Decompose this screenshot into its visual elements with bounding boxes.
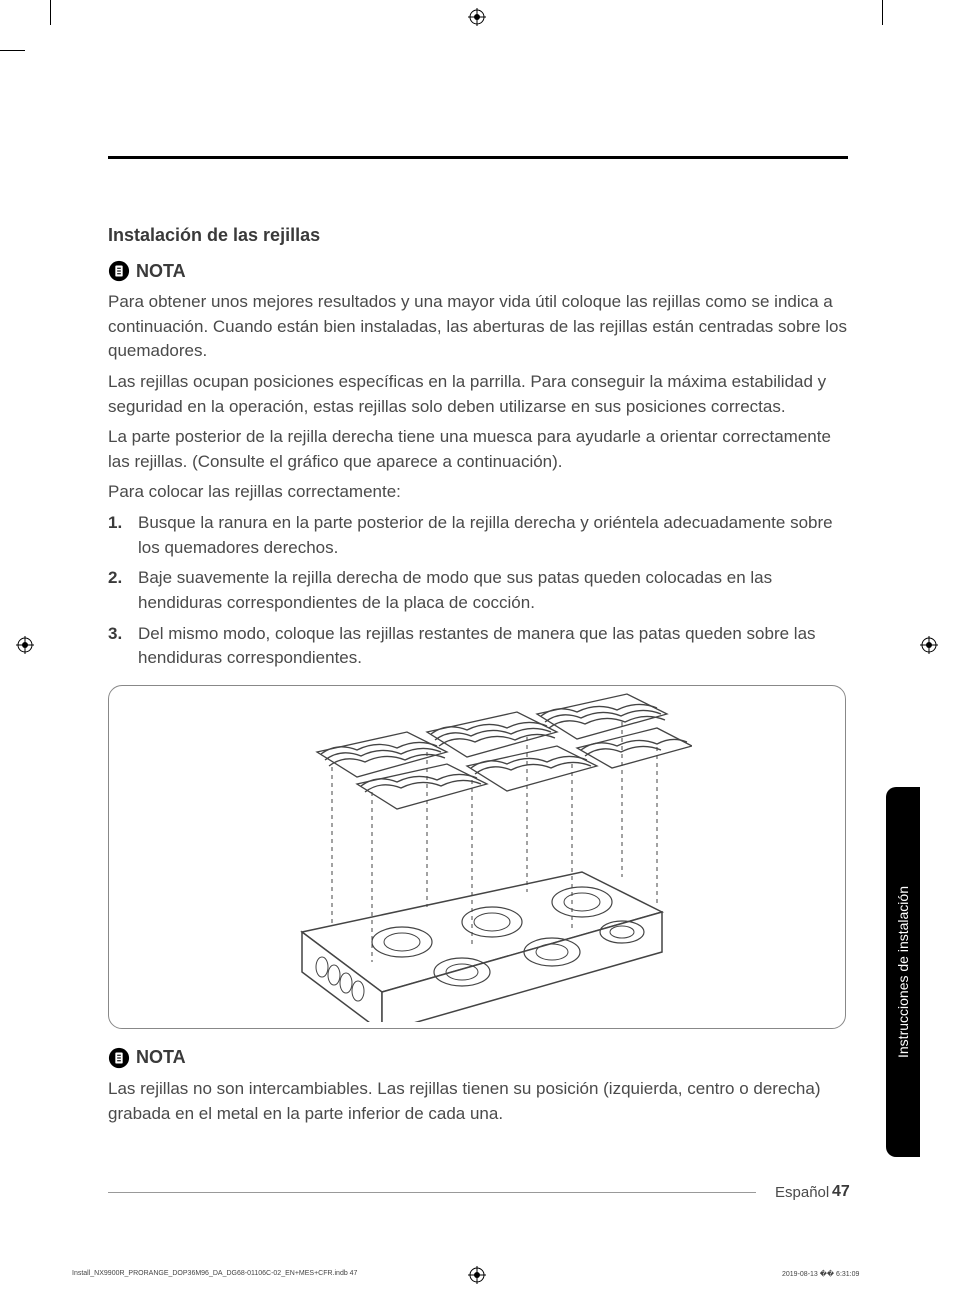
registration-mark-icon: [16, 636, 34, 659]
steps-list: Busque la ranura en la parte posterior d…: [108, 511, 848, 671]
crop-mark: [50, 0, 51, 25]
grate-diagram: [108, 685, 846, 1029]
note-heading: NOTA: [108, 1047, 848, 1069]
paragraph: La parte posterior de la rejilla derecha…: [108, 425, 848, 474]
paragraph: Para obtener unos mejores resultados y u…: [108, 290, 848, 364]
side-tab-label: Instrucciones de instalación: [895, 886, 911, 1058]
paragraph: Para colocar las rejillas correctamente:: [108, 480, 848, 505]
registration-mark-icon: [468, 8, 486, 31]
side-tab: Instrucciones de instalación: [886, 787, 920, 1157]
note-icon: [108, 260, 130, 282]
crop-mark: [0, 50, 25, 51]
footer-page-number: 47: [832, 1183, 850, 1201]
note-icon: [108, 1047, 130, 1069]
footer-rule: [108, 1192, 756, 1193]
footer-language: Español: [775, 1184, 829, 1201]
list-item: Baje suavemente la rejilla derecha de mo…: [108, 566, 848, 615]
print-timestamp: 2019-08-13 �� 6:31:09: [782, 1270, 859, 1278]
paragraph: Las rejillas no son intercambiables. Las…: [108, 1077, 848, 1126]
print-filename: Install_NX9900R_PRORANGE_DOP36M96_DA_DG6…: [72, 1270, 357, 1277]
top-rule: [108, 156, 848, 159]
note-label: NOTA: [136, 1047, 186, 1068]
crop-mark: [882, 0, 883, 25]
list-item: Busque la ranura en la parte posterior d…: [108, 511, 848, 560]
page-content: Instalación de las rejillas NOTA Para ob…: [108, 160, 848, 1132]
section-title: Instalación de las rejillas: [108, 225, 848, 246]
registration-mark-icon: [920, 636, 938, 659]
note-heading: NOTA: [108, 260, 848, 282]
paragraph: Las rejillas ocupan posiciones específic…: [108, 370, 848, 419]
note-label: NOTA: [136, 261, 186, 282]
list-item: Del mismo modo, coloque las rejillas res…: [108, 622, 848, 671]
registration-mark-icon: [468, 1266, 486, 1289]
